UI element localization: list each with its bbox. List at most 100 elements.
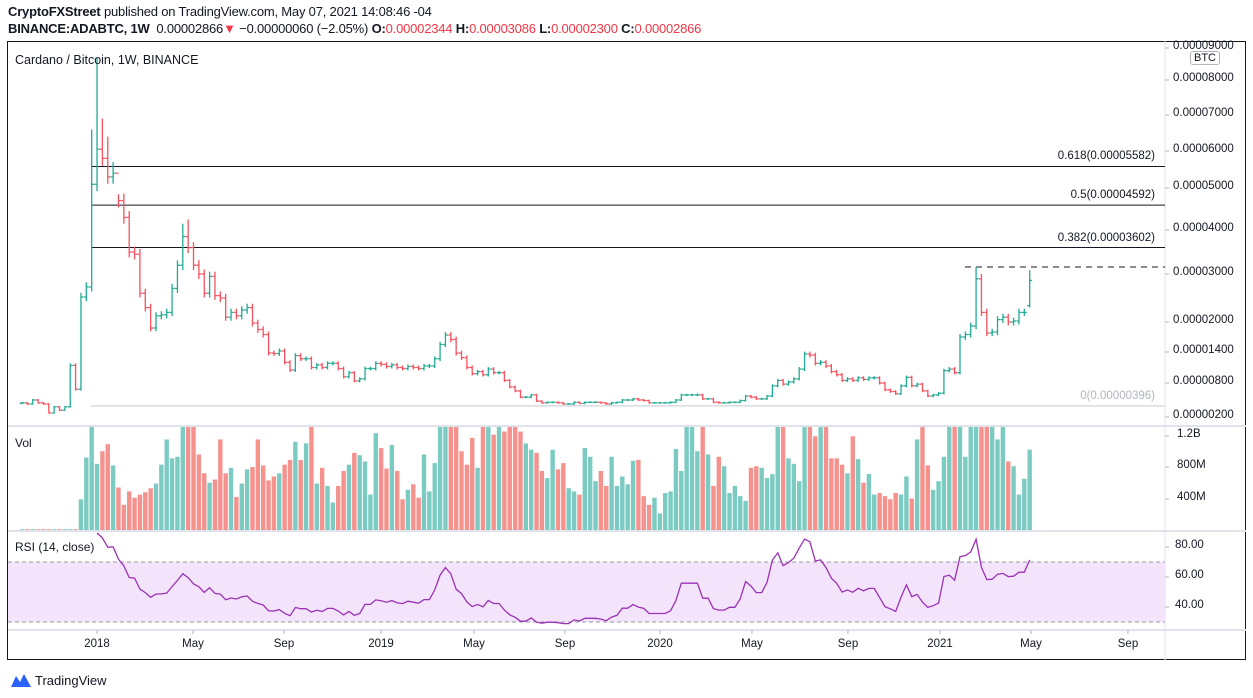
price-bar [925,389,931,398]
volume-bar [700,427,705,530]
price-bar [936,391,942,397]
price-bar [684,393,690,397]
author-name[interactable]: CryptoFXStreet [8,4,101,19]
price-bar [260,326,266,338]
fib-level-label: 0(0.00000396) [1080,389,1155,402]
price-bar [426,363,432,368]
price-bar [416,365,422,371]
price-bar [796,367,802,381]
volume-bar [684,427,689,530]
price-bar [989,328,995,337]
price-bar [180,223,186,271]
tradingview-logo[interactable]: TradingView [10,672,107,688]
volume-tick-label: 800M [1177,459,1206,471]
volume-bar [357,455,362,530]
rsi-label: RSI (14, close) [15,540,95,554]
volume-bar [941,456,947,530]
volume-bar [68,529,73,530]
price-bar [94,57,100,192]
rsi-tick-label: 40.00 [1175,599,1204,611]
rsi-band [8,562,1165,622]
open-label: O: [371,21,386,36]
price-bar [807,351,813,358]
price-bar [185,219,191,254]
volume-bar [319,467,325,530]
volume-bar [421,454,427,530]
time-tick-label: Sep [837,638,859,650]
volume-bar [566,488,571,530]
volume-bar [636,459,641,530]
price-bar [191,242,197,271]
price-bar [121,193,127,224]
volume-bar [523,443,529,530]
volume-bar [652,497,657,530]
price-bar [201,269,207,298]
price-bar [244,303,250,314]
volume-bar [314,483,319,530]
price-bar [137,248,143,298]
volume-bar [512,427,518,530]
volume-bar [427,491,432,530]
price-bar [19,401,25,405]
volume-tick-label: 400M [1177,491,1206,503]
volume-bar [529,449,534,530]
fib-level-label: 0.5(0.00004592) [1070,189,1155,202]
volume-bar [968,427,973,530]
price-bar [898,384,904,395]
volume-bar [587,456,593,530]
price-bar [266,331,272,356]
price-bar [539,400,545,404]
volume-bar [936,481,941,530]
price-bar [619,399,625,404]
publish-info: CryptoFXStreet published on TradingView.… [8,4,432,19]
price-bar [148,303,154,332]
volume-bar [577,494,582,530]
volume-bar [604,485,609,530]
price-bar [233,308,239,320]
price-bar [555,401,561,404]
tradingview-logo-icon [11,674,31,687]
price-bar [78,292,84,391]
price-bar [105,136,111,184]
price-bar [694,393,700,397]
price-bar [657,401,663,404]
price-bar [743,394,749,402]
volume-bar [732,485,738,530]
volume-bar [593,481,598,530]
volume-bar [973,427,979,530]
volume-bar [298,459,303,530]
volume-bar [180,427,185,530]
volume-bar [159,464,164,530]
price-bar [464,355,470,370]
price-bar [169,283,175,317]
volume-bar [73,529,78,530]
price-tick-label: 0.00003000 [1173,266,1234,278]
volume-bar [486,427,491,530]
price-bar [909,375,915,388]
time-tick-label: 2020 [647,638,673,650]
price-bar [389,362,395,369]
open-value: 0.00002344 [385,21,453,36]
volume-bar [207,482,212,530]
price-bar [651,401,657,404]
price-bar [882,381,888,392]
price-bar [73,363,79,391]
volume-bar [845,473,850,530]
price-bar [164,308,170,319]
fib-level-label: 0.382(0.00003602) [1057,231,1155,244]
volume-bar [470,437,475,530]
price-bar [158,311,164,320]
volume-bar [807,427,813,530]
price-bar [780,378,786,386]
volume-bar [545,478,550,530]
price-bar [367,366,373,371]
price-bar [40,401,46,405]
price-bar [775,378,781,388]
volume-tick-label: 1.2B [1177,428,1201,440]
volume-bar [571,491,577,530]
price-bar [383,362,389,369]
price-bar [432,356,438,368]
price-bar [759,397,765,400]
price-bar [635,397,641,401]
